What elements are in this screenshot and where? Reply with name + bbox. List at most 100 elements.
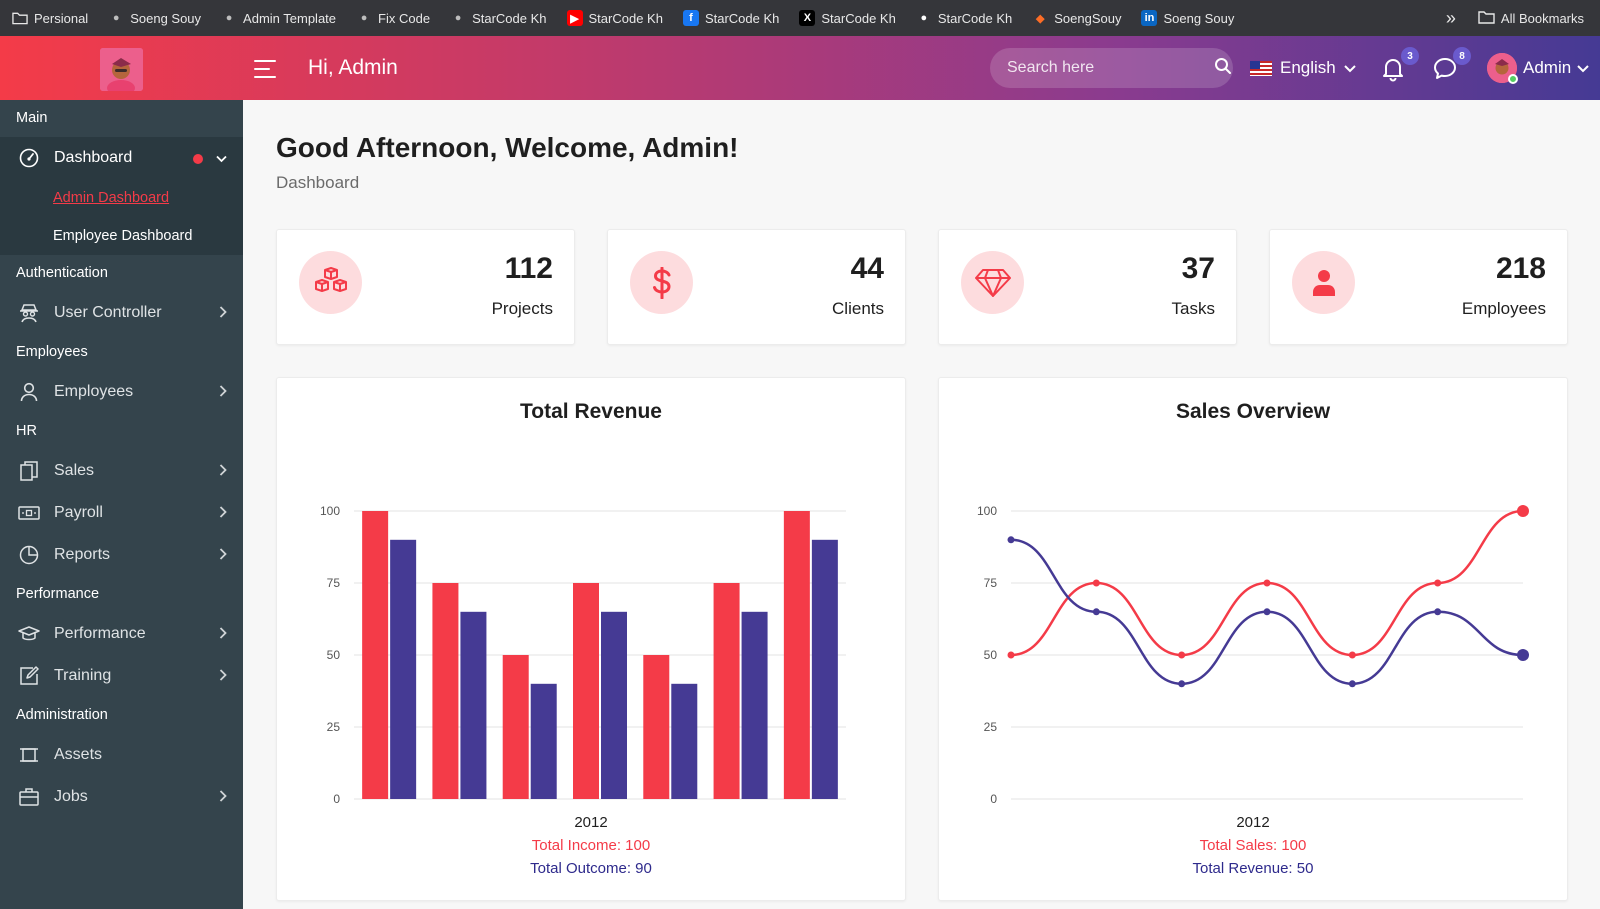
graduation-cap-icon	[18, 623, 40, 645]
pie-chart-icon	[18, 544, 40, 566]
all-bookmarks-button[interactable]: All Bookmarks	[1478, 10, 1584, 27]
bookmark-item[interactable]: ● Admin Template	[221, 10, 336, 26]
sidebar-item-sales[interactable]: Sales	[0, 450, 243, 492]
bookmark-item[interactable]: ● Fix Code	[356, 10, 430, 26]
sidebar-item-reports[interactable]: Reports	[0, 534, 243, 576]
bookmark-item[interactable]: ● StarCode Kh	[916, 10, 1012, 26]
stat-value: 112	[504, 252, 553, 285]
active-indicator-dot	[193, 154, 203, 164]
stat-card-tasks: 37 Tasks	[938, 229, 1237, 345]
bookmark-label: StarCode Kh	[588, 10, 663, 26]
header-greeting: Hi, Admin	[308, 56, 398, 79]
bookmark-label: StarCode Kh	[472, 10, 547, 26]
sidebar-section-hr: HR	[16, 423, 37, 439]
chevron-right-icon	[219, 463, 227, 479]
user-icon	[18, 381, 40, 403]
bookmark-item[interactable]: ▶ StarCode Kh	[566, 10, 663, 26]
stat-label: Projects	[491, 299, 553, 318]
y-tick-label: 75	[327, 576, 341, 590]
chevron-down-icon	[216, 150, 227, 166]
data-point	[1263, 579, 1271, 587]
language-selector[interactable]: English	[1250, 58, 1356, 78]
search-icon[interactable]	[1214, 57, 1232, 80]
bookmark-item[interactable]: X StarCode Kh	[799, 10, 896, 26]
menu-toggle-button[interactable]	[254, 60, 276, 78]
bookmark-item[interactable]: in Soeng Souy	[1141, 10, 1234, 26]
legend-year: 2012	[574, 814, 608, 831]
edit-icon	[18, 665, 40, 687]
data-point	[1007, 536, 1015, 544]
breadcrumb: Dashboard	[276, 173, 360, 192]
y-tick-label: 100	[977, 504, 997, 518]
data-point	[1348, 651, 1356, 659]
sidebar-item-payroll[interactable]: Payroll	[0, 492, 243, 534]
notifications-badge: 3	[1401, 47, 1419, 65]
y-tick-label: 25	[984, 720, 998, 734]
page-title: Good Afternoon, Welcome, Admin!	[276, 132, 739, 163]
data-point	[1092, 608, 1100, 616]
sidebar-section-employees: Employees	[16, 344, 88, 360]
search-input[interactable]	[1007, 59, 1214, 77]
logo[interactable]	[100, 48, 143, 91]
sidebar-section-main: Main	[16, 110, 48, 126]
bookmark-item[interactable]: ● StarCode Kh	[450, 10, 547, 26]
folder-icon	[1478, 10, 1495, 27]
bar	[460, 611, 487, 799]
chart-legend: 2012 Total Sales: 100 Total Revenue: 50	[939, 811, 1567, 880]
bar	[390, 539, 417, 799]
bookmark-item[interactable]: ◆ SoengSouy	[1032, 10, 1121, 26]
y-tick-label: 0	[990, 792, 997, 806]
y-tick-label: 75	[984, 576, 998, 590]
bar	[601, 611, 627, 799]
stat-label: Employees	[1461, 299, 1546, 318]
sidebar-item-user-controller[interactable]: User Controller	[0, 292, 243, 334]
sidebar-item-performance[interactable]: Performance	[0, 613, 243, 655]
data-point	[1348, 680, 1356, 688]
bar	[811, 539, 838, 799]
stat-card-clients: 44 Clients	[607, 229, 906, 345]
submenu-admin-dashboard[interactable]: Admin Dashboard	[53, 190, 170, 206]
sidebar-item-label: User Controller	[54, 304, 162, 321]
sidebar-item-employees[interactable]: Employees	[0, 371, 243, 413]
y-tick-label: 50	[984, 648, 998, 662]
bookmark-label: Soeng Souy	[1163, 10, 1235, 26]
data-point	[1007, 651, 1015, 659]
chat-icon	[1434, 58, 1456, 79]
user-name: Admin	[1523, 58, 1572, 77]
sidebar-item-label: Reports	[54, 546, 111, 563]
sidebar-item-label: Jobs	[54, 788, 88, 805]
sidebar-item-dashboard[interactable]: Dashboard	[0, 137, 243, 179]
notifications-button[interactable]: 3	[1381, 47, 1419, 82]
bar	[432, 583, 459, 799]
dashboard-icon	[18, 147, 40, 169]
data-point	[1092, 579, 1100, 587]
bookmarks-bar-right: » All Bookmarks	[1446, 0, 1584, 36]
bell-icon	[1383, 59, 1403, 82]
sidebar-item-assets[interactable]: Assets	[0, 734, 243, 776]
data-point	[1178, 680, 1186, 688]
legend-total-outcome: Total Outcome: 90	[530, 860, 652, 877]
sidebar-item-label: Payroll	[54, 504, 103, 521]
total-revenue-card: Total Revenue 02550751002006200820102012…	[276, 377, 906, 901]
bookmark-item[interactable]: ● Soeng Souy	[108, 10, 201, 26]
bookmark-label: StarCode Kh	[937, 10, 1013, 26]
y-tick-label: 0	[333, 792, 340, 806]
chevron-right-icon	[219, 547, 227, 563]
briefcase-icon	[18, 786, 40, 808]
bookmark-label: SoengSouy	[1054, 10, 1122, 26]
more-bookmarks-button[interactable]: »	[1445, 7, 1456, 28]
sidebar-item-jobs[interactable]: Jobs	[0, 776, 243, 818]
stat-label: Tasks	[1171, 299, 1215, 318]
submenu-employee-dashboard[interactable]: Employee Dashboard	[53, 228, 193, 244]
bookmark-item[interactable]: f StarCode Kh	[682, 10, 779, 26]
sidebar-item-training[interactable]: Training	[0, 655, 243, 697]
data-point	[1517, 649, 1529, 661]
bookmark-label: Fix Code	[378, 10, 431, 26]
stat-value: 44	[850, 252, 884, 285]
user-menu[interactable]: Admin	[1487, 53, 1589, 84]
bookmark-item[interactable]: Persional	[12, 10, 88, 26]
chart-legend: 2012 Total Income: 100 Total Outcome: 90	[277, 811, 905, 880]
chevron-right-icon	[219, 384, 227, 400]
messages-button[interactable]: 8	[1433, 47, 1471, 82]
stat-card-projects: 112 Projects	[276, 229, 575, 345]
